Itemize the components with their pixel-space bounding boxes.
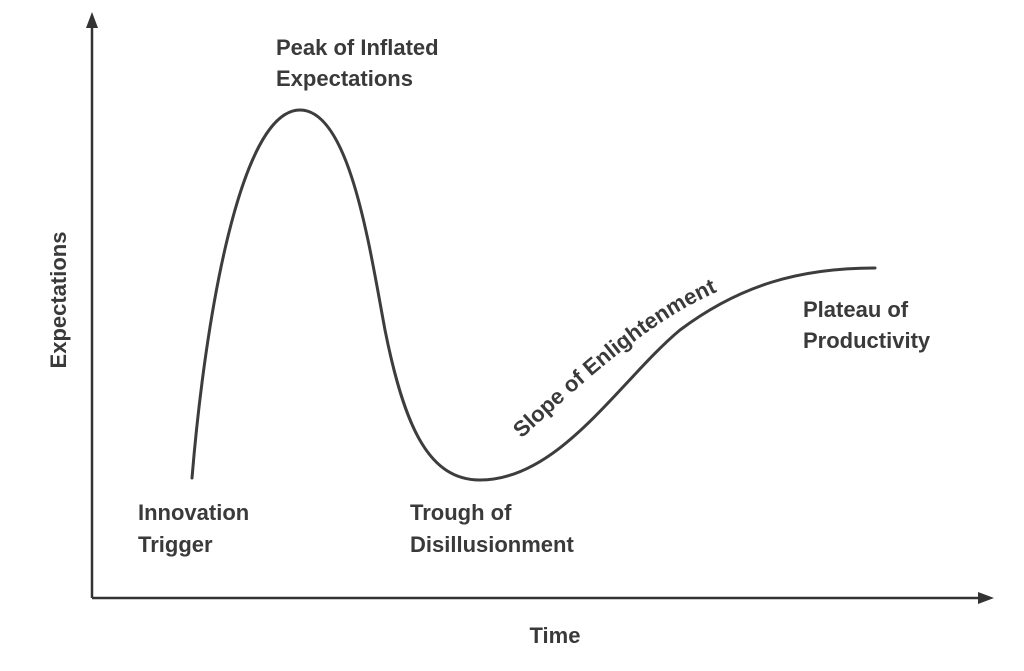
label-plateau-line2: Productivity — [803, 328, 931, 353]
hype-curve — [190, 108, 877, 482]
label-innovation-line1: Innovation — [138, 500, 249, 525]
label-slope: Slope of Enlightenment — [508, 273, 720, 442]
label-peak-line1: Peak of Inflated — [276, 35, 439, 60]
label-peak-line2: Expectations — [276, 66, 413, 91]
label-plateau-line1: Plateau of — [803, 297, 909, 322]
x-axis-arrow — [978, 592, 994, 604]
label-trough-line1: Trough of — [410, 500, 512, 525]
y-axis-arrow — [86, 12, 98, 28]
y-axis-title: Expectations — [46, 232, 71, 369]
label-trough-line2: Disillusionment — [410, 532, 574, 557]
label-slope-path: Slope of Enlightenment — [508, 273, 720, 442]
label-innovation-line2: Trigger — [138, 532, 213, 557]
x-axis-title: Time — [530, 623, 581, 648]
